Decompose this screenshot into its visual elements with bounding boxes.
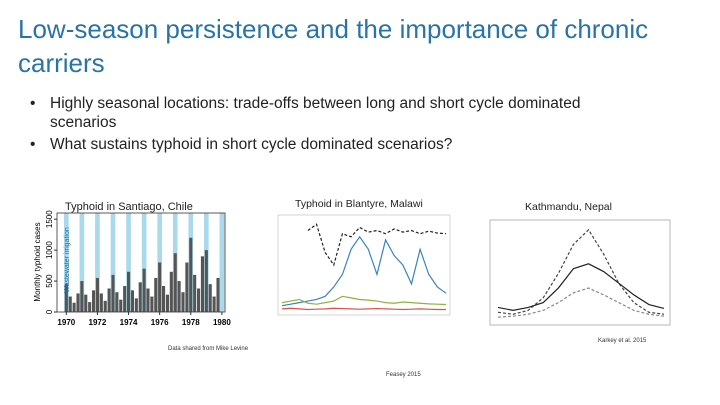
series-line xyxy=(497,228,665,315)
plot-frame xyxy=(277,214,451,316)
bar xyxy=(138,282,142,312)
bar xyxy=(76,293,80,312)
bar xyxy=(212,296,216,312)
bar xyxy=(197,288,201,312)
bar xyxy=(146,288,150,312)
slide-title: Low-season persistence and the importanc… xyxy=(18,14,649,78)
y-tick-label: 500 xyxy=(45,274,54,288)
bar xyxy=(99,293,103,312)
bar xyxy=(158,262,162,312)
season-stripe xyxy=(79,213,85,312)
x-tick-label: 1970 xyxy=(57,318,75,327)
season-stripe xyxy=(110,213,116,312)
series-line xyxy=(497,287,665,318)
series-line xyxy=(307,223,447,267)
bullet: Highly seasonal locations: trade-offs be… xyxy=(30,94,650,132)
season-stripe xyxy=(126,213,131,312)
season-stripe xyxy=(219,213,225,312)
bullet-list: Highly seasonal locations: trade-offs be… xyxy=(30,94,650,157)
x-tick-label: 1978 xyxy=(182,318,200,327)
y-tick-label: 1500 xyxy=(45,210,54,228)
credit: Karkey et al. 2015 xyxy=(598,338,647,344)
bar xyxy=(107,288,111,312)
bar xyxy=(127,271,131,312)
bar xyxy=(111,274,115,312)
y-tick-label: 1000 xyxy=(45,241,54,259)
x-tick-label: 1976 xyxy=(151,318,169,327)
bar xyxy=(92,290,96,312)
caption: Typhoid in Blantyre, Malawi xyxy=(295,198,423,210)
series-line xyxy=(497,263,665,311)
bar xyxy=(173,253,177,312)
x-tick-label: 1972 xyxy=(89,318,107,327)
bar xyxy=(72,302,76,312)
bar xyxy=(150,296,154,312)
credit: Data shared from Mike Levine xyxy=(168,346,249,352)
bar xyxy=(165,294,169,312)
bar xyxy=(88,302,92,312)
series-line xyxy=(281,235,447,307)
season-stripe xyxy=(64,213,69,312)
bullet: What sustains typhoid in short cycle dom… xyxy=(30,135,650,154)
bar xyxy=(162,286,166,312)
bar xyxy=(95,277,99,312)
bar xyxy=(185,262,189,312)
bar xyxy=(123,286,127,312)
bar xyxy=(181,292,185,312)
bar xyxy=(193,274,197,312)
caption: Kathmandu, Nepal xyxy=(525,201,612,213)
bar xyxy=(64,284,68,312)
bar xyxy=(204,250,208,312)
bar xyxy=(115,292,119,312)
bar xyxy=(80,281,84,312)
bar xyxy=(119,299,123,312)
bar xyxy=(154,277,158,312)
series-line xyxy=(281,307,446,311)
plot-frame xyxy=(489,219,671,326)
bar xyxy=(177,281,181,312)
y-axis-label: Monthly typhoid cases xyxy=(33,222,42,301)
bar xyxy=(103,300,107,312)
annotation: Wastewater irrigation xyxy=(64,227,71,293)
bar xyxy=(208,284,212,312)
series-line xyxy=(281,295,447,306)
caption: Typhoid in Santiago, Chile xyxy=(65,201,193,213)
bar xyxy=(134,298,138,312)
y-tick-label: 0 xyxy=(45,309,54,314)
bar xyxy=(142,268,146,312)
bar xyxy=(68,296,72,312)
bar xyxy=(216,277,220,312)
bar xyxy=(200,256,204,312)
plot-frame xyxy=(56,212,226,313)
season-stripe xyxy=(141,213,147,312)
bar xyxy=(189,237,193,312)
x-tick-label: 1974 xyxy=(120,318,138,327)
credit: Feasey 2015 xyxy=(386,372,421,378)
bar xyxy=(169,271,173,312)
x-tick-label: 1980 xyxy=(213,318,231,327)
season-stripe xyxy=(95,213,100,312)
bar xyxy=(84,294,88,312)
bar xyxy=(130,290,134,312)
